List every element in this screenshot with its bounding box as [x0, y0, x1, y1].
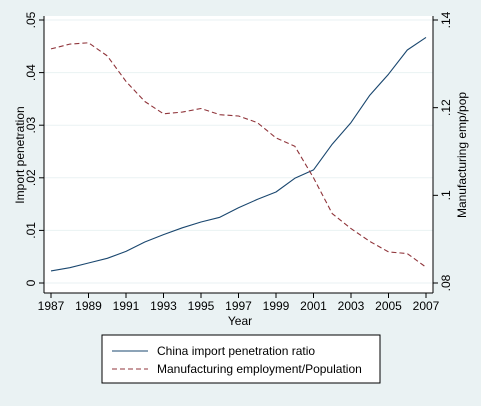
- y-right-tick-label: .08: [439, 274, 453, 291]
- series-line-manufacturing-emp: [50, 42, 427, 268]
- y-left-tick-label: .05: [24, 11, 38, 28]
- x-tick-label: 2003: [338, 299, 365, 313]
- legend-box: [101, 334, 381, 384]
- x-tick-label: 2005: [375, 299, 402, 313]
- x-tick-label: 1991: [113, 299, 140, 313]
- y-right-tick-label: .14: [439, 11, 453, 28]
- x-tick-label: 1997: [225, 299, 252, 313]
- x-axis-label: Year: [228, 314, 252, 328]
- legend: China import penetration ratio Manufactu…: [101, 334, 381, 384]
- x-tick-label: 1999: [263, 299, 290, 313]
- y-right-tick-label: .1: [439, 190, 453, 200]
- x-tick-label: 2007: [413, 299, 440, 313]
- x-tick-label: 2001: [300, 299, 327, 313]
- plot-area: [44, 16, 433, 293]
- y-left-tick-label: .01: [24, 222, 38, 239]
- y-right-tick-label: .12: [439, 99, 453, 116]
- y-axis-right-label: Manufacturing emp/pop: [455, 92, 469, 218]
- x-tick-label: 1993: [150, 299, 177, 313]
- legend-label-manufacturing-emp: Manufacturing employment/Population: [157, 362, 362, 376]
- y-left-tick-label: .04: [24, 64, 38, 81]
- y-axis-left-label: Import penetration: [13, 106, 27, 203]
- series-line-import-penetration: [50, 36, 427, 272]
- y-left-tick-label: 0: [24, 279, 38, 286]
- x-tick-label: 1989: [75, 299, 102, 313]
- legend-label-import-penetration: China import penetration ratio: [157, 344, 315, 358]
- x-tick-label: 1995: [188, 299, 215, 313]
- y-left-tick-label: .03: [24, 117, 38, 134]
- y-left-tick-label: .02: [24, 169, 38, 186]
- x-tick-label: 1987: [38, 299, 65, 313]
